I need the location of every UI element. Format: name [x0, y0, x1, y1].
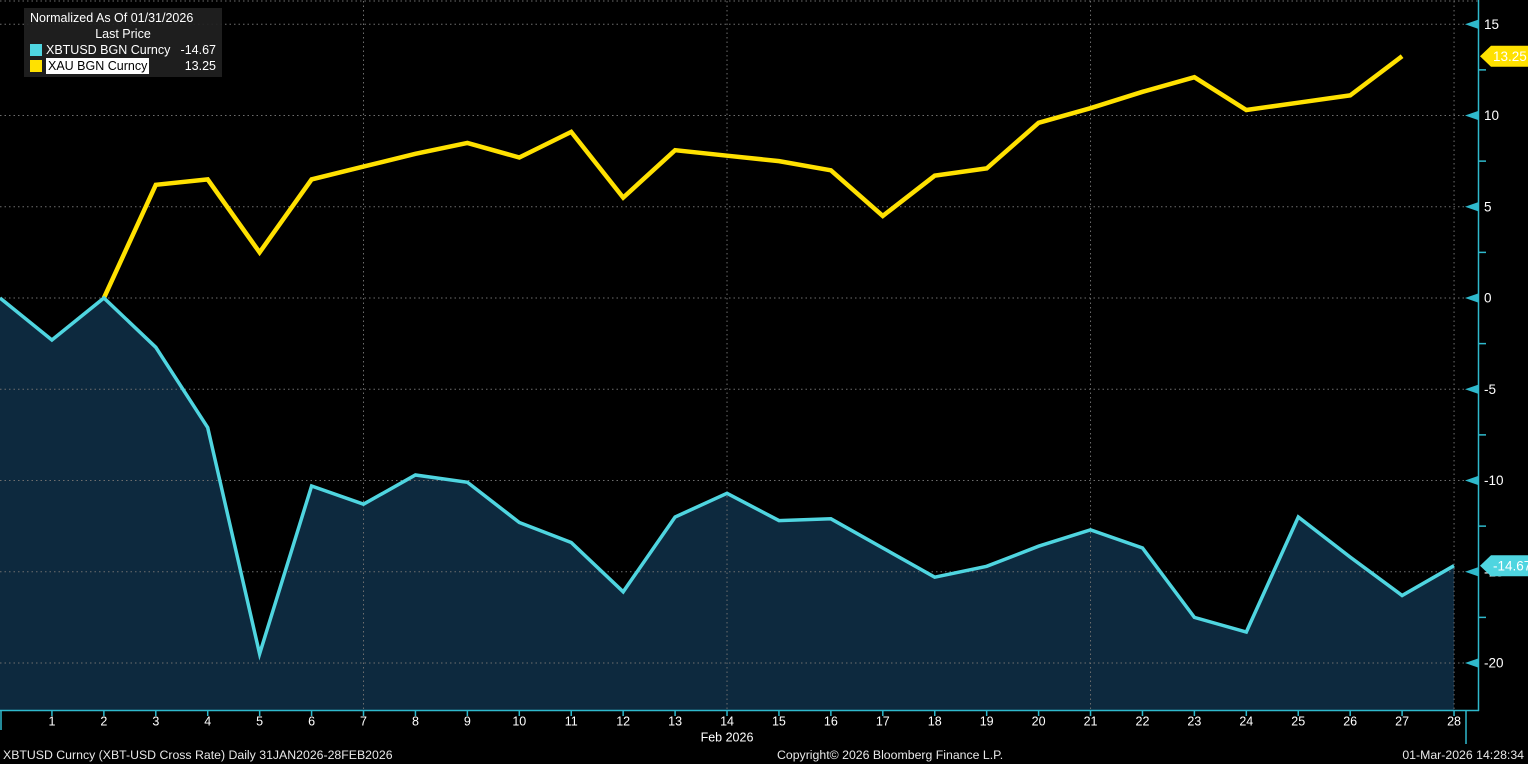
svg-text:25: 25 — [1291, 715, 1305, 729]
svg-text:-10: -10 — [1484, 473, 1504, 488]
svg-text:16: 16 — [824, 715, 838, 729]
svg-text:-14.67: -14.67 — [1493, 559, 1528, 574]
svg-text:Feb 2026: Feb 2026 — [701, 731, 754, 745]
price-chart[interactable]: 1 2 3 4 5 6 7 8 9 10 11 12 13 14 15 16 17 18 19 20 21 22 23 24 2… — [0, 0, 1528, 746]
svg-text:5: 5 — [1484, 199, 1492, 214]
xbtusd-last-price: -14.67 — [180, 43, 216, 57]
svg-text:11: 11 — [565, 715, 578, 729]
svg-text:17: 17 — [876, 715, 890, 729]
svg-text:1: 1 — [48, 715, 55, 729]
svg-text:-20: -20 — [1484, 656, 1504, 671]
footer-timestamp: 01-Mar-2026 14:28:34 — [1402, 748, 1524, 762]
svg-text:2: 2 — [100, 715, 107, 729]
svg-text:3: 3 — [152, 715, 159, 729]
xau-label: XAU BGN Curncy — [46, 58, 150, 74]
legend-item-xau[interactable]: XAU BGN Curncy 13.25 — [30, 58, 216, 74]
legend-subtitle: Last Price — [95, 27, 151, 41]
svg-text:-5: -5 — [1484, 382, 1496, 397]
svg-text:19: 19 — [980, 715, 994, 729]
svg-text:14: 14 — [720, 715, 734, 729]
svg-text:15: 15 — [1484, 17, 1499, 32]
svg-text:7: 7 — [360, 715, 367, 729]
svg-text:4: 4 — [204, 715, 211, 729]
svg-text:26: 26 — [1343, 715, 1357, 729]
footer-description: XBTUSD Curncy (XBT-USD Cross Rate) Daily… — [3, 748, 393, 762]
svg-text:12: 12 — [616, 715, 630, 729]
svg-text:13: 13 — [668, 715, 682, 729]
legend-title: Normalized As Of 01/31/2026 — [30, 11, 194, 25]
legend-item-xbtusd[interactable]: XBTUSD BGN Curncy -14.67 — [30, 42, 216, 58]
xau-last-price: 13.25 — [184, 59, 216, 73]
svg-text:6: 6 — [308, 715, 315, 729]
svg-text:15: 15 — [772, 715, 786, 729]
svg-text:10: 10 — [512, 715, 526, 729]
xbtusd-label: XBTUSD BGN Curncy — [46, 43, 171, 57]
svg-text:28: 28 — [1447, 715, 1461, 729]
svg-text:9: 9 — [464, 715, 471, 729]
footer-bar: XBTUSD Curncy (XBT-USD Cross Rate) Daily… — [0, 746, 1528, 764]
svg-text:8: 8 — [412, 715, 419, 729]
svg-text:27: 27 — [1395, 715, 1409, 729]
svg-text:24: 24 — [1239, 715, 1253, 729]
svg-text:5: 5 — [256, 715, 263, 729]
svg-text:0: 0 — [1484, 291, 1492, 306]
svg-text:22: 22 — [1136, 715, 1150, 729]
footer-copyright: Copyright© 2026 Bloomberg Finance L.P. — [777, 748, 1004, 762]
xau-color-swatch — [30, 60, 42, 72]
svg-text:21: 21 — [1084, 715, 1098, 729]
xbtusd-color-swatch — [30, 44, 42, 56]
svg-text:10: 10 — [1484, 108, 1499, 123]
svg-text:20: 20 — [1032, 715, 1046, 729]
chart-legend: Normalized As Of 01/31/2026 Last Price X… — [24, 8, 222, 77]
svg-text:23: 23 — [1187, 715, 1201, 729]
svg-text:13.25: 13.25 — [1493, 49, 1527, 64]
svg-text:18: 18 — [928, 715, 942, 729]
